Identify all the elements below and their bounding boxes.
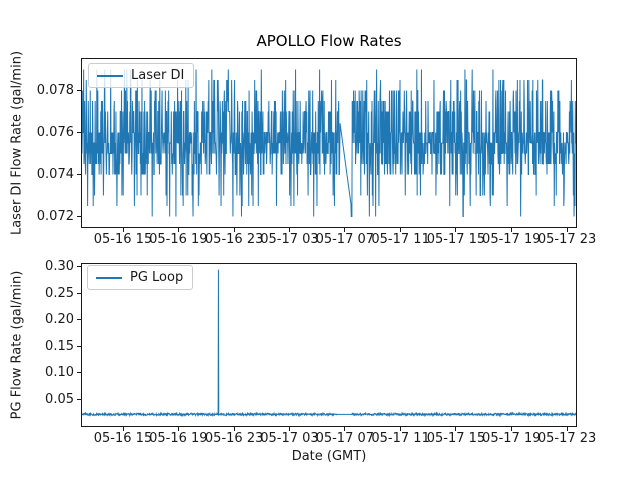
y-tick — [77, 398, 81, 400]
x-tick-label: 05-16 15 — [93, 431, 153, 446]
pg-loop-line-chart — [82, 269, 576, 418]
y-tick — [77, 174, 81, 175]
laser-di-plot-area — [81, 58, 577, 228]
x-tick — [177, 427, 179, 431]
x-tick — [288, 427, 290, 431]
y-tick-label: 0.20 — [45, 312, 74, 328]
y-tick-label: 0.25 — [45, 285, 74, 301]
x-tick — [566, 427, 568, 431]
y-tick-label: 0.074 — [36, 167, 74, 182]
x-tick — [122, 228, 124, 232]
y-tick-label: 0.15 — [45, 338, 74, 354]
x-tick — [510, 427, 512, 431]
x-tick-label: 05-17 15 — [426, 232, 486, 247]
x-tick — [177, 228, 179, 232]
y-tick — [77, 292, 81, 294]
x-tick-label: 05-17 11 — [371, 232, 430, 247]
y-tick — [77, 319, 81, 321]
x-tick-label: 05-17 19 — [482, 431, 541, 446]
x-tick — [510, 228, 512, 232]
laser-di-series-line — [82, 69, 576, 217]
y-tick — [77, 216, 81, 217]
x-tick-label: 05-17 03 — [260, 431, 319, 446]
laser-di-line-chart — [82, 69, 576, 217]
x-tick — [400, 228, 402, 232]
y-axis-label-laser-di: Laser DI Flow Rate (gal/min) — [9, 50, 25, 236]
x-tick-label: 05-16 23 — [204, 232, 264, 247]
x-tick-label: 05-16 19 — [149, 232, 208, 247]
x-tick-label: 05-17 07 — [315, 431, 375, 446]
y-tick-label: 0.072 — [36, 209, 74, 224]
y-tick — [77, 90, 81, 91]
x-tick-label: 05-16 15 — [93, 232, 153, 247]
legend-label: Laser DI — [131, 68, 185, 83]
x-tick-label: 05-17 23 — [537, 431, 597, 446]
x-tick — [288, 228, 290, 232]
pg-loop-plot-area — [81, 263, 577, 427]
legend-line-sample-icon — [96, 276, 122, 279]
x-tick-label: 05-17 19 — [482, 232, 541, 247]
pg-loop-series-line — [82, 269, 576, 418]
y-tick-label: 0.30 — [45, 259, 74, 275]
y-tick-label: 0.076 — [36, 125, 74, 140]
y-tick-label: 0.10 — [45, 365, 74, 381]
x-tick-label: 05-17 03 — [260, 232, 319, 247]
y-tick-label: 0.078 — [36, 83, 74, 98]
legend-label: PG Loop — [130, 270, 184, 285]
y-tick — [77, 132, 81, 133]
x-tick — [122, 427, 124, 431]
x-tick-label: 05-17 07 — [315, 232, 375, 247]
x-axis-label: Date (GMT) — [291, 449, 367, 464]
x-tick — [455, 427, 457, 431]
x-tick — [566, 228, 568, 232]
x-tick-label: 05-16 23 — [204, 431, 264, 446]
legend-pg-loop: PG Loop — [87, 265, 194, 290]
x-tick — [400, 427, 402, 431]
x-tick-label: 05-17 15 — [426, 431, 486, 446]
x-tick — [233, 427, 235, 431]
x-tick-label: 05-17 23 — [537, 232, 597, 247]
y-tick-label: 0.05 — [45, 391, 74, 407]
x-tick-label: 05-16 19 — [149, 431, 208, 446]
legend-line-sample-icon — [97, 74, 123, 77]
y-tick — [77, 345, 81, 347]
y-tick — [77, 266, 81, 268]
page-title: APOLLO Flow Rates — [256, 32, 402, 50]
legend-laser-di: Laser DI — [88, 63, 195, 88]
x-tick — [344, 228, 346, 232]
x-tick-label: 05-17 11 — [371, 431, 430, 446]
x-tick — [455, 228, 457, 232]
x-tick — [344, 427, 346, 431]
x-tick — [233, 228, 235, 232]
y-tick — [77, 372, 81, 374]
